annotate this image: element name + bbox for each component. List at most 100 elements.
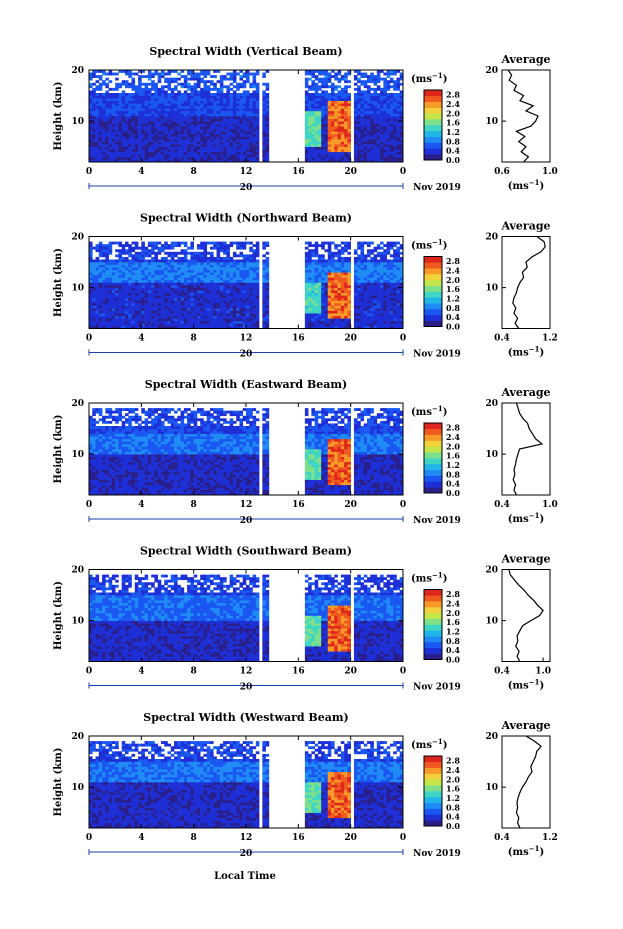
heatmap-cell: [304, 267, 309, 271]
heatmap-cell: [206, 318, 211, 322]
heatmap-cell: [177, 267, 181, 271]
heatmap-cell: [334, 126, 338, 130]
heatmap-cell: [229, 113, 234, 117]
heatmap-cell: [89, 126, 93, 130]
heatmap-cell: [363, 149, 368, 153]
heatmap-cell: [353, 308, 358, 311]
heatmap-cell: [190, 95, 194, 99]
heatmap-cell: [105, 259, 109, 263]
heatmap-cell: [89, 105, 93, 109]
heatmap-cell: [304, 290, 309, 294]
heatmap-cell: [324, 310, 329, 314]
heatmap-cell: [131, 305, 136, 309]
heatmap-cell: [183, 75, 188, 78]
heatmap-cell: [128, 82, 132, 86]
heatmap-cell: [154, 105, 158, 109]
heatmap-cell: [265, 290, 270, 294]
heatmap-cell: [92, 70, 96, 73]
heatmap-cell: [157, 156, 162, 160]
heatmap-cell: [360, 126, 365, 130]
heatmap-cell: [187, 139, 191, 142]
heatmap-cell: [216, 320, 221, 324]
heatmap-cell: [141, 287, 145, 291]
heatmap-cell: [340, 297, 345, 301]
heatmap-cell: [190, 144, 194, 147]
heatmap-cell: [180, 262, 185, 265]
heatmap-cell: [327, 126, 332, 130]
heatmap-cell: [327, 146, 332, 150]
heatmap-cell: [187, 100, 191, 104]
heatmap-cell: [246, 300, 250, 304]
heatmap-cell: [210, 251, 214, 255]
heatmap-cell: [177, 128, 181, 132]
heatmap-cell: [239, 118, 244, 122]
heatmap-cell: [177, 313, 181, 317]
heatmap-cell: [304, 139, 309, 142]
heatmap-cell: [131, 128, 136, 132]
heatmap-cell: [314, 282, 319, 286]
heatmap-cell: [317, 151, 322, 155]
heatmap-cell: [160, 318, 165, 322]
heatmap-cell: [399, 123, 404, 127]
heatmap-cell: [331, 118, 335, 122]
heatmap-cell: [167, 290, 172, 294]
heatmap-cell: [213, 139, 217, 142]
heatmap-cell: [265, 93, 270, 96]
heatmap-cell: [138, 246, 142, 250]
heatmap-cell: [190, 126, 194, 130]
heatmap-cell: [376, 156, 381, 160]
heatmap-cell: [183, 272, 188, 276]
heatmap-cell: [239, 259, 244, 263]
heatmap-cell: [92, 121, 96, 124]
heatmap-cell: [134, 128, 139, 132]
heatmap-cell: [304, 113, 309, 117]
heatmap-cell: [154, 285, 158, 288]
heatmap-cell: [92, 262, 96, 265]
heatmap-cell: [242, 300, 247, 304]
heatmap-cell: [203, 310, 208, 314]
heatmap-cell: [226, 144, 230, 147]
heatmap-cell: [317, 110, 322, 114]
heatmap-cell: [265, 136, 270, 140]
heatmap-cell: [252, 308, 257, 311]
heatmap-cell: [160, 103, 165, 107]
heatmap-cell: [327, 274, 332, 278]
heatmap-cell: [242, 325, 247, 329]
heatmap-cell: [265, 156, 270, 160]
heatmap-cell: [357, 108, 361, 112]
heatmap-cell: [92, 90, 96, 94]
heatmap-cell: [399, 72, 404, 76]
heatmap-cell: [314, 254, 319, 258]
heatmap-cell: [396, 141, 401, 145]
heatmap-cell: [174, 318, 178, 322]
heatmap-cell: [141, 254, 145, 258]
heatmap-cell: [242, 98, 247, 101]
heatmap-cell: [206, 274, 211, 278]
heatmap-cell: [138, 325, 142, 329]
heatmap-cell: [174, 308, 178, 311]
heatmap-cell: [203, 292, 208, 296]
heatmap-cell: [252, 315, 257, 319]
heatmap-cell: [128, 113, 132, 117]
heatmap-cell: [92, 72, 96, 76]
heatmap-cell: [232, 318, 237, 322]
heatmap-cell: [331, 82, 335, 86]
heatmap-cell: [105, 292, 109, 296]
heatmap-cell: [363, 159, 368, 163]
heatmap-cell: [236, 297, 240, 301]
heatmap-cell: [367, 80, 371, 84]
heatmap-cell: [324, 269, 329, 273]
heatmap-cell: [327, 131, 332, 135]
heatmap-cell: [118, 272, 123, 276]
heatmap-cell: [308, 149, 312, 153]
heatmap-cell: [131, 131, 136, 135]
heatmap-cell: [265, 305, 270, 309]
heatmap-cell: [239, 131, 244, 135]
heatmap-cell: [144, 133, 149, 137]
heatmap-cell: [334, 320, 338, 324]
heatmap-cell: [317, 105, 322, 109]
heatmap-cell: [164, 113, 168, 117]
heatmap-cell: [190, 85, 194, 89]
heatmap-cell: [340, 315, 345, 319]
heatmap-cell: [108, 113, 113, 117]
